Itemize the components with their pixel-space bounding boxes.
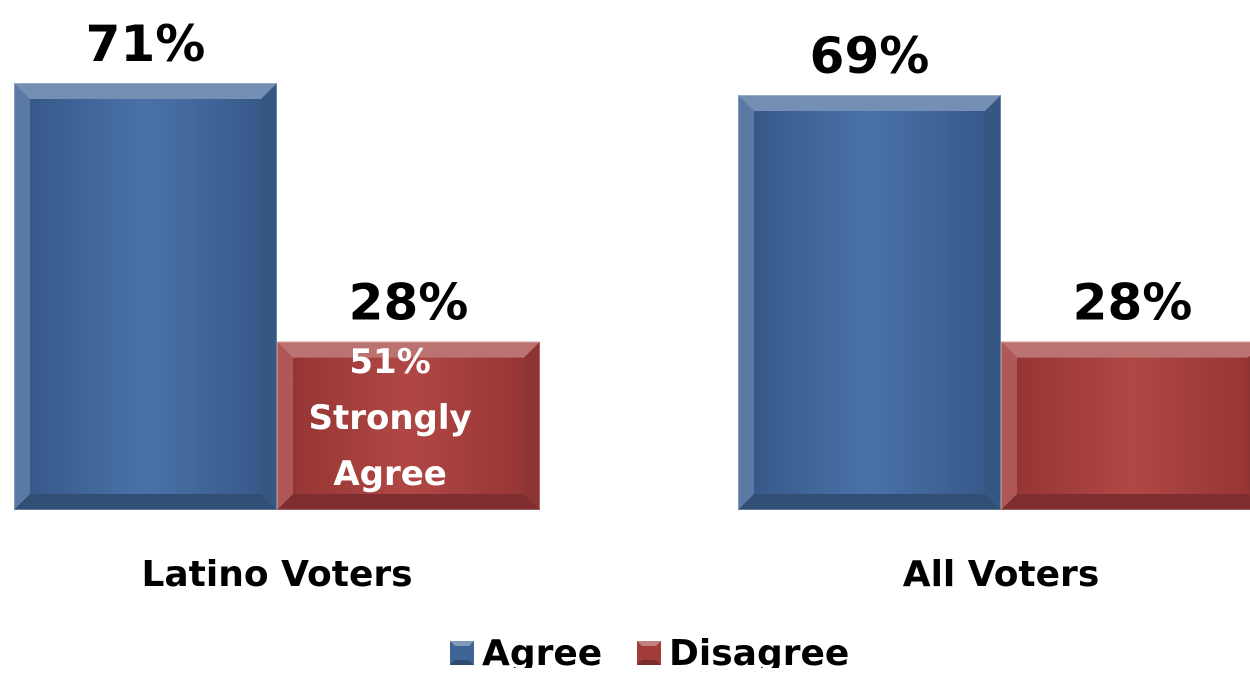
value-label-latino-voters-disagree: 28% [349, 274, 469, 332]
bar-latino-voters-agree [14, 83, 277, 510]
annotation-line-1: 51% [349, 342, 430, 382]
category-label-latino-voters: Latino Voters [141, 554, 412, 595]
annotation-line-2: Strongly [308, 398, 471, 438]
legend-label-agree: Agree [482, 633, 602, 668]
bar-all-voters-disagree [1001, 342, 1250, 510]
category-label-all-voters: All Voters [903, 554, 1100, 595]
value-label-all-voters-agree: 69% [810, 27, 930, 85]
legend-swatch-agree [450, 641, 474, 665]
bars-layer [14, 83, 1250, 510]
legend: Agree Disagree [450, 633, 849, 668]
legend-label-disagree: Disagree [669, 633, 849, 668]
legend-item-disagree: Disagree [637, 633, 849, 668]
legend-swatch-disagree [637, 641, 661, 665]
value-label-all-voters-disagree: 28% [1073, 274, 1193, 332]
bar-all-voters-agree [738, 95, 1001, 510]
value-label-latino-voters-agree: 71% [86, 15, 206, 73]
legend-item-agree: Agree [450, 633, 602, 668]
annotation-line-3: Agree [333, 454, 447, 494]
